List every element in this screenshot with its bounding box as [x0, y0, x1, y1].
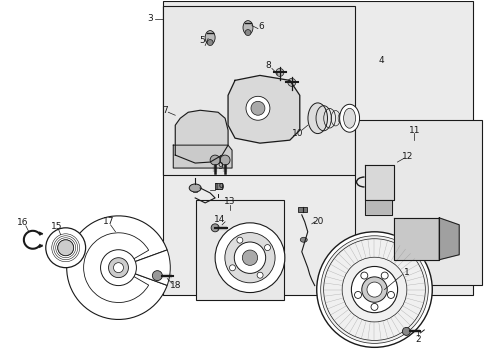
Polygon shape: [364, 200, 392, 215]
Polygon shape: [175, 110, 227, 163]
Wedge shape: [118, 250, 170, 285]
Circle shape: [236, 237, 243, 243]
Circle shape: [245, 96, 269, 120]
Circle shape: [366, 282, 381, 297]
Text: 15: 15: [51, 222, 62, 231]
Ellipse shape: [189, 184, 201, 192]
Bar: [163, 1, 472, 294]
FancyBboxPatch shape: [298, 207, 306, 212]
Ellipse shape: [339, 104, 359, 132]
Circle shape: [210, 155, 220, 165]
Text: 3: 3: [147, 14, 153, 23]
Circle shape: [46, 228, 85, 268]
Circle shape: [215, 223, 285, 293]
Circle shape: [101, 250, 136, 285]
Circle shape: [250, 101, 264, 115]
Text: 4: 4: [378, 56, 384, 65]
Circle shape: [242, 250, 257, 265]
Text: 17: 17: [102, 217, 114, 226]
Circle shape: [320, 236, 427, 343]
Circle shape: [108, 258, 128, 278]
Circle shape: [113, 263, 123, 273]
Bar: [163, 6, 354, 175]
Text: 20: 20: [311, 217, 323, 226]
Circle shape: [361, 277, 386, 302]
Text: 13: 13: [224, 197, 235, 206]
Wedge shape: [66, 216, 167, 319]
Circle shape: [360, 272, 367, 279]
Text: 19: 19: [214, 184, 225, 193]
Circle shape: [234, 242, 265, 273]
Circle shape: [244, 30, 250, 36]
Circle shape: [370, 303, 377, 310]
Text: 1: 1: [403, 268, 408, 277]
Ellipse shape: [243, 21, 252, 35]
Circle shape: [152, 271, 162, 280]
FancyBboxPatch shape: [214, 184, 221, 189]
Circle shape: [316, 232, 431, 347]
Polygon shape: [394, 218, 438, 260]
Circle shape: [275, 68, 283, 76]
Text: 18: 18: [169, 281, 181, 290]
Text: 9: 9: [217, 162, 223, 171]
Text: 14: 14: [214, 215, 225, 224]
Bar: [163, 6, 354, 175]
Bar: [354, 120, 481, 285]
Wedge shape: [83, 233, 148, 302]
Circle shape: [224, 233, 275, 283]
Circle shape: [207, 40, 213, 45]
Bar: [196, 200, 283, 300]
Ellipse shape: [205, 31, 215, 45]
Text: 2: 2: [415, 335, 420, 344]
Circle shape: [229, 265, 235, 271]
Polygon shape: [227, 75, 299, 143]
Polygon shape: [364, 165, 394, 200]
Circle shape: [220, 155, 229, 165]
Text: 16: 16: [17, 218, 29, 227]
Text: 11: 11: [408, 126, 419, 135]
Circle shape: [211, 224, 219, 232]
Text: 7: 7: [162, 106, 168, 115]
Circle shape: [257, 272, 263, 278]
Text: 10: 10: [291, 129, 303, 138]
Ellipse shape: [343, 108, 355, 128]
Text: 8: 8: [264, 61, 270, 70]
Circle shape: [354, 292, 361, 298]
Polygon shape: [173, 145, 232, 168]
Circle shape: [287, 78, 295, 86]
Text: 6: 6: [258, 22, 263, 31]
Circle shape: [351, 266, 397, 313]
Circle shape: [264, 244, 270, 251]
Text: 5: 5: [199, 36, 204, 45]
Circle shape: [381, 272, 387, 279]
Circle shape: [402, 328, 409, 336]
Circle shape: [58, 240, 74, 256]
Polygon shape: [438, 218, 458, 260]
Circle shape: [386, 292, 394, 298]
Text: 12: 12: [401, 152, 412, 161]
Ellipse shape: [307, 103, 327, 134]
Ellipse shape: [300, 237, 306, 242]
